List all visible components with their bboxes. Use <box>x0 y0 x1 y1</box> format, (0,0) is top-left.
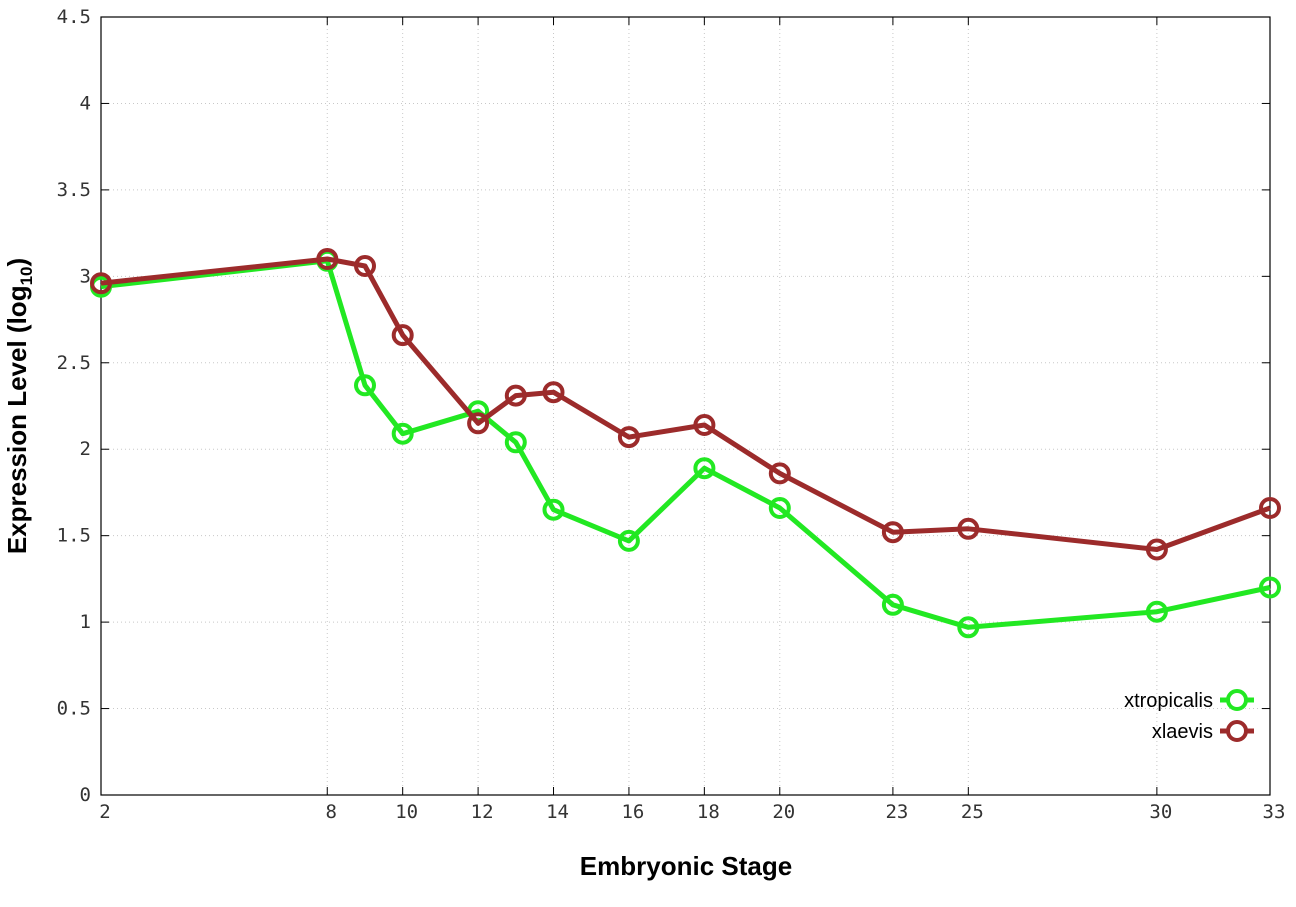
data-point-xtropicalis <box>504 431 527 454</box>
data-point-xtropicalis <box>768 497 791 519</box>
x-tick-label: 33 <box>1263 801 1286 823</box>
data-point-xtropicalis <box>1259 576 1281 599</box>
y-axis-title-subscript: 10 <box>17 267 36 286</box>
y-axis-title: Expression Level (log10) <box>2 258 36 554</box>
data-point-xlaevis <box>467 412 490 435</box>
x-tick-label: 8 <box>326 801 337 823</box>
x-tick-label: 14 <box>546 801 569 823</box>
x-tick-label: 18 <box>697 801 720 823</box>
y-axis-title-close: ) <box>2 258 32 267</box>
data-point-xtropicalis <box>1145 600 1168 623</box>
y-tick-label: 3.5 <box>57 179 91 201</box>
legend-item-xlaevis: xlaevis <box>1152 720 1254 743</box>
data-point-xlaevis <box>957 517 980 540</box>
data-point-xlaevis <box>617 426 640 449</box>
y-tick-label: 0 <box>80 784 91 806</box>
series-line-xtropicalis <box>100 258 1271 630</box>
data-point-xtropicalis <box>542 498 565 521</box>
y-tick-label: 2 <box>80 438 91 460</box>
data-point-xlaevis <box>316 248 339 270</box>
data-point-xlaevis <box>768 462 791 485</box>
y-tick-label: 2.5 <box>57 352 91 374</box>
x-tick-label: 30 <box>1149 801 1172 823</box>
data-point-xlaevis <box>693 414 716 436</box>
y-tick-label: 1.5 <box>57 525 91 547</box>
data-point-xtropicalis <box>391 422 414 445</box>
legend-marker-swatch <box>1226 689 1248 711</box>
x-tick-label: 23 <box>885 801 908 823</box>
legend-marker-swatch <box>1226 720 1248 742</box>
legend: xtropicalis xlaevis <box>1124 689 1254 743</box>
legend-item-xtropicalis: xtropicalis <box>1124 689 1254 712</box>
y-tick-label: 0.5 <box>57 698 91 720</box>
x-tick-label: 12 <box>471 801 494 823</box>
data-point-xtropicalis <box>957 616 980 639</box>
series-xlaevis <box>90 248 1281 561</box>
data-point-xtropicalis <box>881 593 904 616</box>
data-point-xlaevis <box>1259 497 1281 519</box>
data-point-xtropicalis <box>693 457 716 480</box>
y-tick-label: 1 <box>80 611 91 633</box>
y-tick-label: 4 <box>80 92 91 114</box>
data-point-xlaevis <box>542 381 565 404</box>
y-tick-label: 4.5 <box>57 6 91 28</box>
data-point-xlaevis <box>1145 538 1168 561</box>
data-point-xlaevis <box>504 384 527 407</box>
axis-ticks: 0 0.5 1 1.5 2 2.5 3 3.5 4 4.5 2 8 10 12 14 16 18 20 23 25 30… <box>57 6 1286 823</box>
data-point-xlaevis <box>881 521 904 544</box>
data-point-xlaevis <box>90 272 112 295</box>
x-tick-label: 10 <box>395 801 418 823</box>
legend-label: xlaevis <box>1152 721 1213 743</box>
x-tick-label: 25 <box>961 801 984 823</box>
data-point-xtropicalis <box>617 529 640 552</box>
y-tick-label: 3 <box>80 265 91 287</box>
series-lines <box>90 248 1281 639</box>
series-line-xlaevis <box>100 256 1271 552</box>
plot-frame <box>100 16 1271 796</box>
x-tick-label: 2 <box>99 801 110 823</box>
y-axis-title-main: Expression Level (log <box>2 285 32 554</box>
data-point-xtropicalis <box>354 374 376 397</box>
grid <box>101 17 1270 795</box>
series-xtropicalis <box>90 249 1281 639</box>
data-point-xlaevis <box>391 324 414 347</box>
x-tick-label: 20 <box>772 801 795 823</box>
data-point-xlaevis <box>354 255 376 277</box>
x-tick-label: 16 <box>621 801 644 823</box>
legend-label: xtropicalis <box>1124 690 1213 712</box>
x-axis-title: Embryonic Stage <box>580 851 792 881</box>
